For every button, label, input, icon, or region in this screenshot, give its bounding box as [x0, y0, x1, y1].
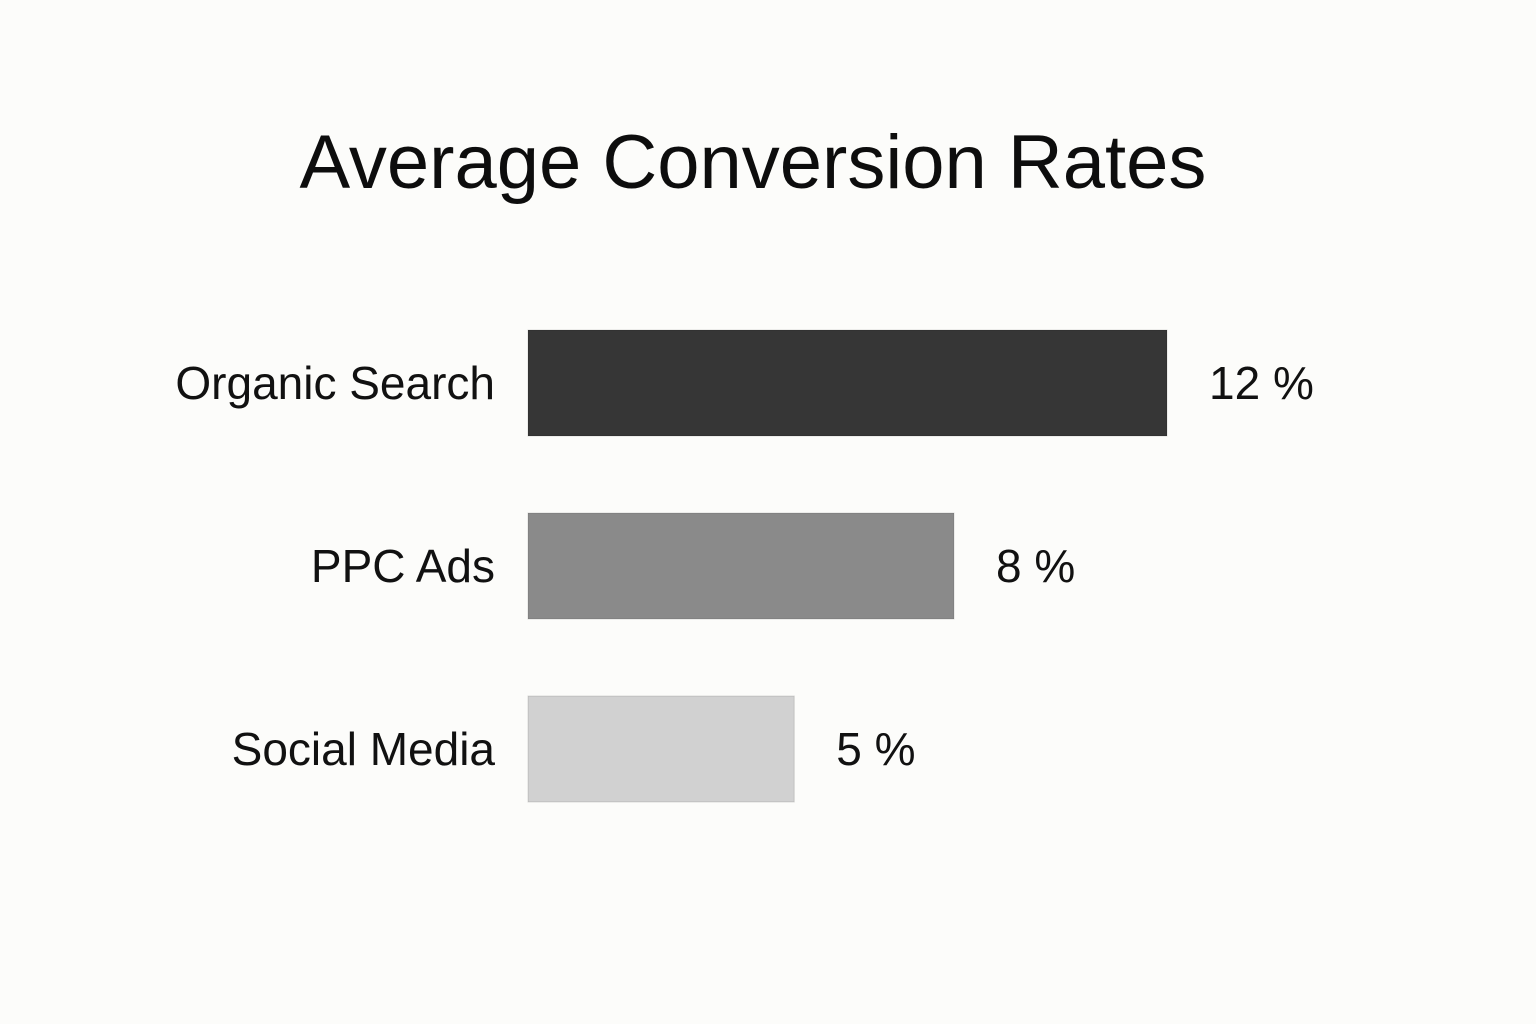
category-label: Social Media: [232, 723, 496, 775]
bar-organic-search: [527, 329, 1168, 437]
bar-social-media: [527, 695, 795, 803]
bars-layer: Organic Search 12 % PPC Ads 8 % Social Media…: [175, 329, 1314, 803]
value-label: 5 %: [836, 723, 915, 775]
bar-ppc-ads: [527, 512, 955, 620]
category-label: Organic Search: [175, 357, 495, 409]
chart-title: Average Conversion Rates: [300, 120, 1207, 205]
value-label: 12 %: [1209, 357, 1314, 409]
value-label: 8 %: [996, 540, 1075, 592]
category-label: PPC Ads: [311, 540, 495, 592]
